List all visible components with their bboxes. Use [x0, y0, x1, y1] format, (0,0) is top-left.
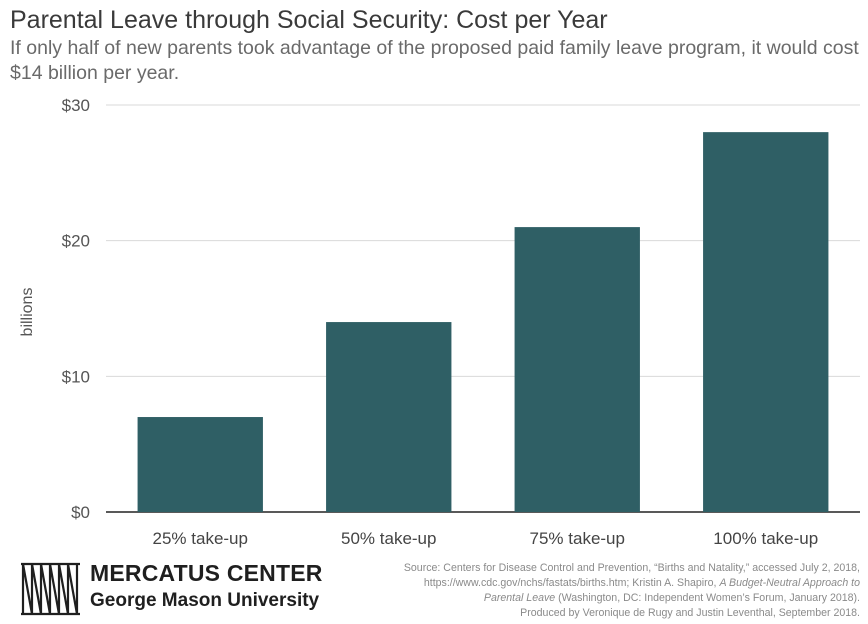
source-line-3-italic: Parental Leave — [483, 592, 556, 604]
bar — [137, 417, 263, 512]
y-tick-label: $10 — [62, 367, 90, 386]
logo-name: MERCATUS CENTER — [90, 560, 323, 586]
logo-subtitle: George Mason University — [90, 590, 320, 611]
chart-title: Parental Leave through Social Security: … — [10, 6, 608, 34]
mercatus-logo: MERCATUS CENTER George Mason University — [20, 560, 323, 616]
source-line-2-text: https://www.cdc.gov/nchs/fastats/births.… — [423, 577, 720, 589]
bar — [514, 227, 640, 512]
y-axis-ticks: $0 $10 $20 $30 — [62, 96, 90, 522]
source-line-1: Source: Centers for Disease Control and … — [403, 562, 860, 574]
y-axis-label: billions — [19, 288, 36, 337]
x-axis-ticks: 25% take-up 50% take-up 75% take-up 100% ta… — [153, 529, 819, 548]
source-line-2-italic: A Budget-Neutral Approach to — [719, 577, 860, 589]
source-line-3-text: (Washington, DC: Independent Women’s For… — [555, 592, 860, 604]
x-tick-label: 25% take-up — [153, 529, 248, 548]
x-tick-label: 75% take-up — [530, 529, 625, 548]
source-note: Source: Centers for Disease Control and … — [340, 561, 860, 621]
y-tick-label: $0 — [71, 503, 90, 522]
chart-subtitle: If only half of new parents took advanta… — [10, 37, 859, 84]
x-tick-label: 100% take-up — [713, 529, 818, 548]
bar — [326, 322, 452, 512]
source-line-2: https://www.cdc.gov/nchs/fastats/births.… — [340, 576, 860, 591]
x-tick-label: 50% take-up — [341, 529, 436, 548]
source-line-4: Produced by Veronique de Rugy and Justin… — [520, 607, 860, 619]
y-tick-label: $30 — [62, 96, 90, 115]
bar — [703, 132, 829, 512]
mercatus-logo-mark — [20, 560, 82, 616]
bars — [137, 132, 829, 512]
source-line-3: Parental Leave (Washington, DC: Independ… — [340, 591, 860, 606]
y-tick-label: $20 — [62, 232, 90, 251]
bar-chart: $0 $10 $20 $30 25% take-up 50% take-up 75% ta… — [19, 96, 860, 548]
